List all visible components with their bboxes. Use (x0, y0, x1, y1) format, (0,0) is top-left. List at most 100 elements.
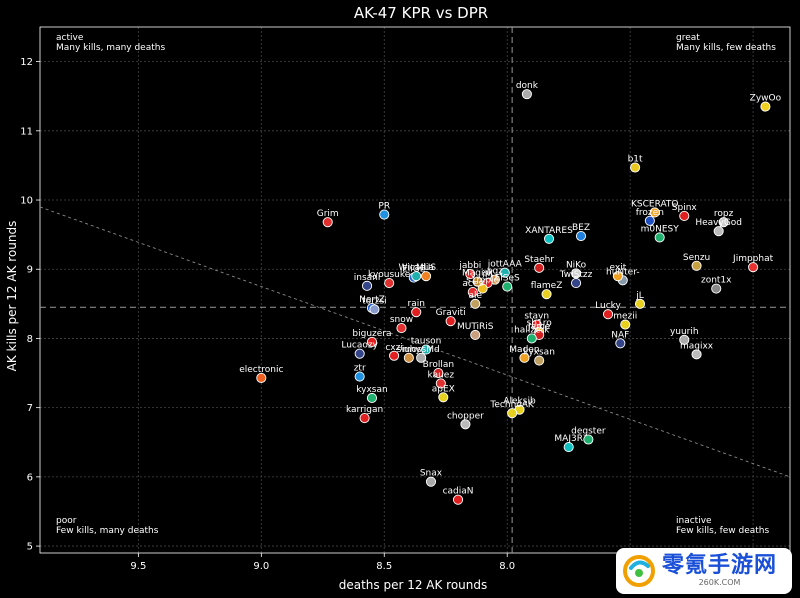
point-label: PR (378, 202, 390, 212)
point-label: Grim (317, 209, 339, 219)
data-point (612, 271, 623, 282)
point-label: donk (516, 81, 539, 91)
data-point (411, 271, 422, 282)
point-label: ElSeS (495, 274, 520, 284)
point-label: snow (390, 315, 413, 325)
quadrant-top-right-title: great (676, 33, 700, 43)
point-label: Jame (527, 322, 551, 332)
data-point (366, 392, 378, 404)
data-point (366, 336, 378, 347)
point-label: XANTARES (525, 226, 573, 236)
data-point (615, 338, 626, 349)
data-point (354, 348, 365, 359)
point-label: Jimpphat (732, 254, 774, 264)
data-point (361, 280, 373, 291)
point-label: chopper (447, 411, 484, 421)
point-label: torzsi (362, 296, 387, 306)
data-point (691, 349, 702, 360)
data-point (421, 344, 432, 355)
point-label: Lucky (595, 301, 621, 311)
point-label: Senzu (683, 253, 710, 263)
point-label: frozen (636, 208, 664, 218)
point-label: Magisk (462, 269, 494, 279)
point-label: flameZ (531, 281, 563, 291)
point-label: TechnoAK (489, 400, 535, 410)
point-label: Staehr (524, 255, 554, 265)
point-label: m0NESY (641, 224, 680, 234)
data-point (477, 283, 488, 294)
data-point (541, 289, 552, 300)
point-label: Wicadia (399, 263, 434, 273)
point-label: NAF (611, 330, 629, 340)
y-tick-label: 5 (27, 542, 33, 553)
x-axis-label: deaths per 12 AK rounds (339, 578, 488, 592)
watermark-subtitle: 260K.COM (698, 578, 741, 587)
quadrant-top-right-subtitle: Many kills, few deaths (676, 43, 776, 53)
point-label: KSCERATO (631, 199, 679, 209)
point-label: jL (635, 291, 644, 301)
point-label: yuurih (670, 327, 699, 337)
data-point (521, 89, 532, 100)
point-label: MUTiRiS (457, 322, 494, 332)
point-label: b1t (628, 154, 643, 164)
point-label: tauson (411, 337, 442, 347)
data-point (602, 309, 614, 320)
data-point (748, 262, 759, 273)
watermark-title: 零氪手游网 (662, 553, 778, 578)
data-point (421, 271, 432, 282)
point-label: HeavyGod (695, 218, 742, 228)
point-label: electronic (239, 365, 283, 375)
quadrant-bottom-left-subtitle: Few kills, many deaths (56, 526, 159, 536)
point-label: Lucaozy (341, 341, 378, 351)
point-label: jabbi (458, 261, 481, 271)
point-label: ztr (354, 364, 366, 374)
point-label: Brollan (423, 360, 454, 370)
point-label: karrigan (346, 405, 383, 415)
data-point (519, 352, 530, 363)
data-point (452, 494, 464, 505)
data-point (384, 278, 395, 289)
point-label: kyousuke (368, 270, 411, 280)
point-label: TwiStzz (559, 270, 593, 280)
data-point (620, 319, 631, 330)
data-point (711, 283, 722, 294)
point-label: kyxsan (523, 348, 554, 358)
data-point (416, 352, 427, 363)
data-point (679, 334, 690, 345)
trend-line-path (39, 206, 791, 478)
point-label: NiKo (566, 260, 587, 270)
data-point (396, 323, 407, 334)
data-point (359, 412, 370, 424)
quadrant-bottom-right-subtitle: Few kills, few deaths (676, 526, 769, 536)
data-point (433, 368, 444, 379)
watermark-logo-icon (623, 555, 655, 587)
point-label: cxzi (385, 343, 403, 353)
data-point (583, 434, 594, 445)
data-point (411, 307, 422, 318)
data-point (634, 298, 646, 309)
data-point (644, 215, 655, 226)
data-point (472, 276, 483, 287)
data-point (369, 304, 380, 315)
x-tick-label: 8.0 (499, 561, 515, 572)
data-point (571, 278, 582, 289)
point-label: huNter- (606, 267, 640, 277)
data-point (534, 355, 545, 366)
y-tick-label: 6 (27, 472, 33, 483)
point-label: Graviti (436, 308, 466, 318)
data-point (630, 162, 641, 173)
point-label: mezii (613, 312, 637, 322)
point-label: BEZ (572, 223, 590, 233)
data-point (470, 298, 481, 309)
point-label: magixx (680, 341, 714, 351)
data-point (679, 210, 690, 221)
axes-frame (39, 26, 791, 554)
data-point (438, 392, 449, 403)
point-label: sh1ro (527, 319, 553, 329)
data-point (499, 267, 510, 278)
point-label: Aleksib (503, 397, 536, 407)
point-label: iM (482, 270, 492, 280)
x-tick-label: 8.5 (376, 561, 392, 572)
point-label: exit (610, 263, 627, 273)
data-point (760, 101, 771, 112)
